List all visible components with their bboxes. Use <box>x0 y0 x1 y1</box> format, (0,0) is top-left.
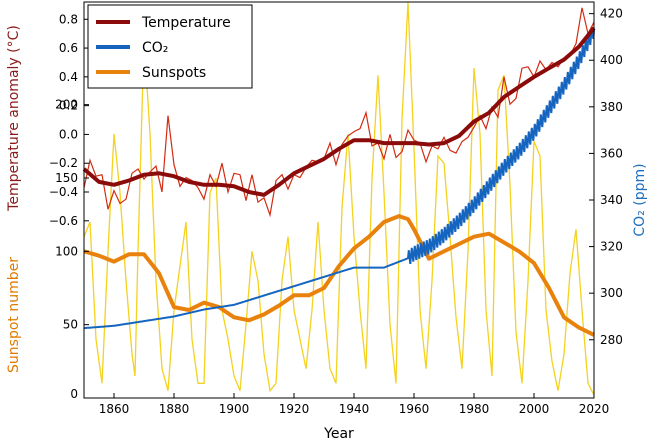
sunspots-smooth-line <box>83 214 595 337</box>
legend-label-co2: CO₂ <box>142 40 168 56</box>
axes-layer: 1860 1880 1900 1920 1940 1960 1980 2000 2020−0.6… <box>49 7 623 416</box>
sunspot-tick-label: 200 <box>55 98 78 112</box>
co2-line <box>84 26 595 330</box>
series-layer <box>82 1 596 396</box>
sunspot-tick-label: 100 <box>55 244 78 258</box>
sunspot-tick-label: 150 <box>55 171 78 185</box>
co2-tick-label: 280 <box>600 333 623 347</box>
legend: Temperature CO₂ Sunspots <box>87 4 253 89</box>
temperature-tick-label: 0.2 <box>59 99 78 113</box>
temperature-tick-label: −0.4 <box>49 185 78 199</box>
x-axis-label: Year <box>323 426 354 442</box>
co2-tick-label: 400 <box>600 53 623 67</box>
sunspot-tick-label: 50 <box>63 318 78 332</box>
x-tick-label: 1940 <box>339 402 370 416</box>
temperature-tick-label: −0.2 <box>49 156 78 170</box>
legend-label-temperature: Temperature <box>141 15 231 31</box>
temperature-tick-label: 0.8 <box>59 12 78 26</box>
x-tick-label: 2000 <box>519 402 550 416</box>
x-tick-label: 2020 <box>579 402 610 416</box>
x-tick-label: 1880 <box>159 402 190 416</box>
x-tick-label: 1920 <box>279 402 310 416</box>
temperature-annual-line <box>83 7 595 218</box>
sunspot-axis-label: Sunspot number <box>6 257 22 373</box>
x-tick-label: 1980 <box>459 402 490 416</box>
co2-tick-label: 320 <box>600 240 623 254</box>
x-tick-label: 1860 <box>99 402 130 416</box>
temperature-tick-label: −0.6 <box>49 214 78 228</box>
co2-tick-label: 420 <box>600 7 623 21</box>
temperature-tick-label: 0.0 <box>59 127 78 141</box>
sunspot-tick-label: 0 <box>70 387 78 401</box>
temperature-tick-label: 0.4 <box>59 70 78 84</box>
co2-tick-label: 300 <box>600 286 623 300</box>
co2-axis-label: CO₂ (ppm) <box>632 163 648 236</box>
temperature-smooth-line <box>82 26 596 197</box>
co2-tick-label: 340 <box>600 193 623 207</box>
co2-tick-label: 380 <box>600 100 623 114</box>
legend-label-sunspots: Sunspots <box>142 65 206 81</box>
sunspots-annual-line <box>83 1 595 396</box>
temperature-tick-label: 0.6 <box>59 41 78 55</box>
co2-tick-label: 360 <box>600 146 623 160</box>
temperature-axis-label: Temperature anomaly (°C) <box>6 25 22 212</box>
x-tick-label: 1960 <box>399 402 430 416</box>
x-tick-label: 1900 <box>219 402 250 416</box>
